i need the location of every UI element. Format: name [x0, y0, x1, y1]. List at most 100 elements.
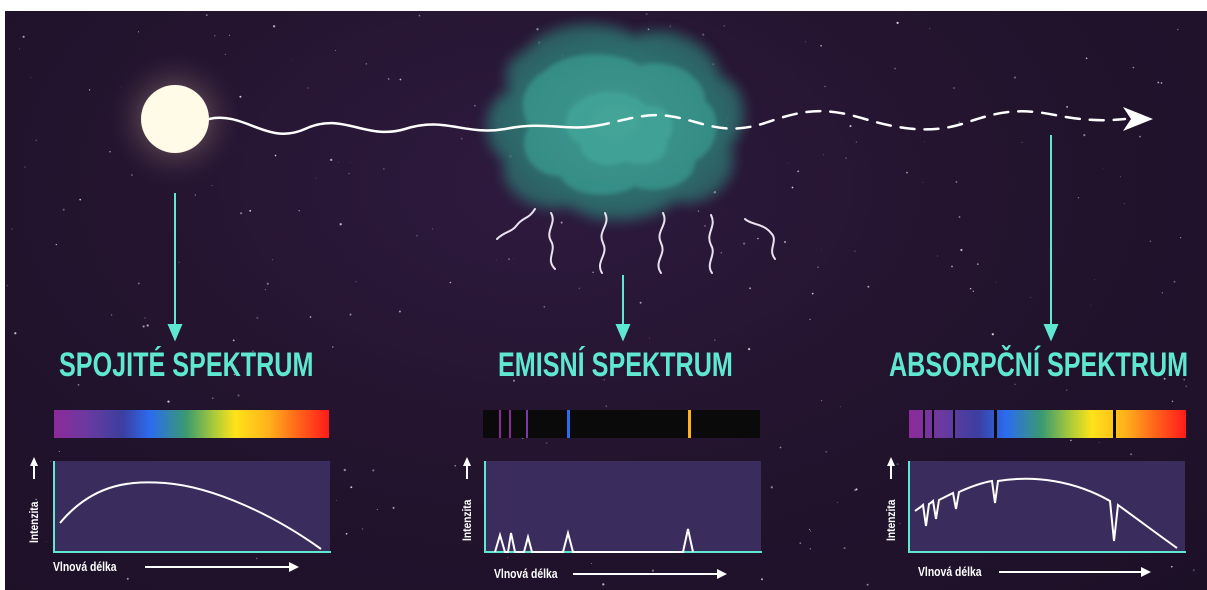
- background-star: [824, 85, 826, 88]
- background-star: [372, 469, 375, 472]
- background-star: [1103, 168, 1105, 169]
- continuous-x-label: Vlnová délka: [53, 559, 117, 574]
- background-star: [232, 339, 235, 342]
- background-star: [936, 255, 938, 257]
- background-star: [787, 162, 789, 164]
- background-star: [592, 271, 594, 274]
- background-star: [1013, 76, 1017, 79]
- background-star: [837, 501, 839, 503]
- background-star: [126, 577, 129, 580]
- background-star: [1180, 237, 1182, 239]
- background-star: [1070, 439, 1072, 442]
- background-star: [723, 25, 725, 27]
- background-star: [228, 34, 230, 36]
- emission-spectrum-bar: [483, 410, 760, 438]
- background-star: [1149, 240, 1152, 243]
- background-star: [349, 313, 352, 316]
- background-star: [1185, 385, 1188, 388]
- background-star: [960, 248, 963, 252]
- background-star: [1130, 453, 1133, 456]
- background-star: [1093, 363, 1095, 365]
- background-star: [1157, 81, 1160, 84]
- background-star: [249, 209, 252, 212]
- continuous-y-label: Intenzita: [27, 501, 41, 543]
- background-star: [843, 547, 846, 550]
- background-star: [1139, 135, 1141, 138]
- background-star: [906, 171, 908, 174]
- background-star: [315, 177, 317, 179]
- light-wave-dashed: [593, 109, 1127, 131]
- background-star: [167, 400, 170, 403]
- background-star: [348, 172, 350, 175]
- background-star: [398, 310, 401, 313]
- background-star: [256, 316, 259, 320]
- background-star: [647, 28, 650, 31]
- background-star: [35, 139, 37, 142]
- background-star: [854, 250, 856, 252]
- background-star: [566, 353, 567, 355]
- background-star: [331, 346, 334, 348]
- background-star: [1177, 28, 1179, 31]
- background-star: [602, 583, 605, 586]
- background-star: [274, 154, 277, 157]
- background-star: [686, 369, 689, 372]
- background-star: [252, 350, 254, 352]
- background-star: [138, 31, 139, 33]
- absorption-spectrum-graph: [887, 457, 1186, 577]
- continuous-spectrum-bar: [54, 410, 329, 438]
- background-star: [1171, 400, 1174, 403]
- background-star: [110, 314, 113, 316]
- background-star: [507, 556, 509, 559]
- background-star: [545, 442, 548, 444]
- background-star: [62, 208, 65, 211]
- background-star: [212, 397, 214, 399]
- absorption-spectrum-bar: [909, 410, 1186, 438]
- background-star: [669, 25, 671, 27]
- background-star: [929, 28, 931, 30]
- background-star: [387, 78, 390, 80]
- background-star: [272, 259, 273, 261]
- background-star: [713, 339, 716, 342]
- background-star: [809, 318, 811, 321]
- background-star: [345, 532, 348, 535]
- background-star: [1163, 377, 1166, 380]
- background-star: [899, 522, 901, 525]
- background-star: [896, 21, 899, 24]
- background-star: [1161, 292, 1163, 294]
- background-star: [894, 67, 896, 70]
- background-star: [958, 216, 961, 218]
- background-star: [1098, 442, 1100, 443]
- diagram-canvas: [6, 13, 1195, 586]
- background-star: [89, 89, 91, 91]
- background-star: [22, 35, 25, 38]
- background-star: [24, 166, 26, 168]
- background-star: [603, 378, 606, 381]
- background-star: [953, 87, 955, 89]
- star-icon: [141, 85, 209, 153]
- background-star: [770, 486, 773, 489]
- background-star: [146, 324, 149, 327]
- continuous-spectrum-graph: [30, 457, 331, 572]
- background-star: [720, 252, 722, 254]
- background-star: [820, 44, 822, 47]
- background-star: [536, 28, 539, 31]
- emission-squiggles: [496, 208, 776, 274]
- background-star: [79, 198, 82, 201]
- background-star: [605, 405, 608, 407]
- background-star: [797, 170, 800, 173]
- background-star: [1077, 196, 1080, 199]
- arrow-head-icon: [1123, 107, 1153, 131]
- background-star: [142, 325, 145, 328]
- background-star: [808, 528, 811, 530]
- background-star: [955, 180, 958, 183]
- background-star: [416, 235, 418, 237]
- background-star: [791, 186, 794, 189]
- background-star: [309, 352, 311, 355]
- background-star: [969, 287, 972, 290]
- background-star: [460, 137, 463, 140]
- background-star: [809, 548, 811, 550]
- background-star: [976, 263, 979, 265]
- background-star: [272, 25, 276, 28]
- background-star: [804, 41, 806, 43]
- background-star: [255, 557, 258, 560]
